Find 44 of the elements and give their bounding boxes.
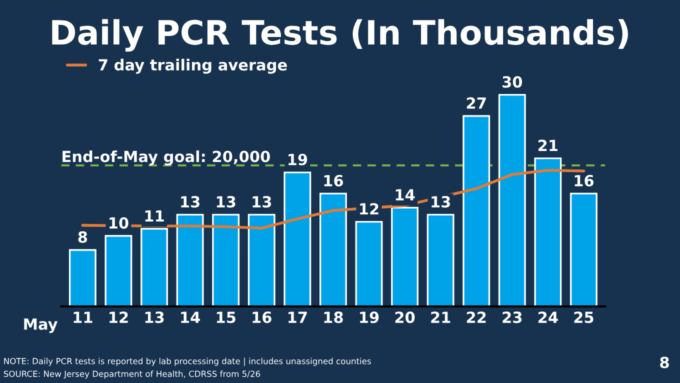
x-tick-label: 24 — [538, 312, 558, 323]
data-label: 13 — [432, 196, 450, 208]
data-label: 13 — [181, 196, 200, 208]
text: NOTE: Daily PCR tests is reported by lab processing date | includes unassigned counties — [4, 358, 371, 366]
x-tick-label: 12 — [110, 312, 128, 323]
source-note: SOURCE: New Jersey Department of Health, CDRSS from 5/26 — [4, 370, 260, 379]
x-tick-label: 25 — [574, 312, 594, 324]
data-label: 11 — [145, 210, 164, 222]
bar — [498, 94, 526, 306]
x-tick-label: 19 — [360, 312, 379, 324]
data-label: 13 — [216, 196, 236, 208]
text: 8 — [660, 356, 669, 368]
data-label: 16 — [324, 174, 344, 186]
x-tick-label: 14 — [181, 312, 200, 323]
x-tick-label: 18 — [324, 312, 343, 324]
bar — [355, 220, 383, 306]
bar — [462, 115, 490, 306]
text: May — [24, 318, 58, 333]
ref-line-label: End-of-May goal: 20,000 — [62, 150, 270, 166]
chart-title: Daily PCR Tests (In Thousands) — [52, 19, 628, 52]
x-tick-label: 13 — [145, 312, 164, 324]
legend-label: 7 day trailing average — [98, 58, 287, 74]
data-label: 27 — [466, 97, 486, 109]
x-tick-label: 22 — [466, 312, 486, 323]
bar — [284, 172, 312, 306]
data-label: 13 — [252, 196, 272, 208]
x-tick-label: 17 — [288, 312, 307, 323]
data-label: 14 — [396, 189, 415, 200]
data-label: 19 — [288, 154, 308, 166]
bar — [426, 214, 454, 306]
bar — [104, 235, 132, 306]
bar — [68, 249, 96, 306]
data-label: 21 — [538, 140, 558, 151]
data-label: 16 — [574, 174, 594, 186]
data-label: 8 — [78, 231, 88, 243]
x-tick-label: 11 — [74, 312, 92, 323]
x-tick-label: 20 — [395, 312, 415, 324]
data-label: 12 — [360, 203, 378, 214]
x-tick-label: 23 — [502, 312, 522, 324]
data-label: 10 — [110, 217, 128, 229]
x-tick-label: 16 — [252, 312, 272, 324]
data-label: 30 — [502, 76, 522, 88]
x-tick-label: 21 — [431, 312, 450, 323]
x-tick-label: 15 — [216, 312, 236, 324]
